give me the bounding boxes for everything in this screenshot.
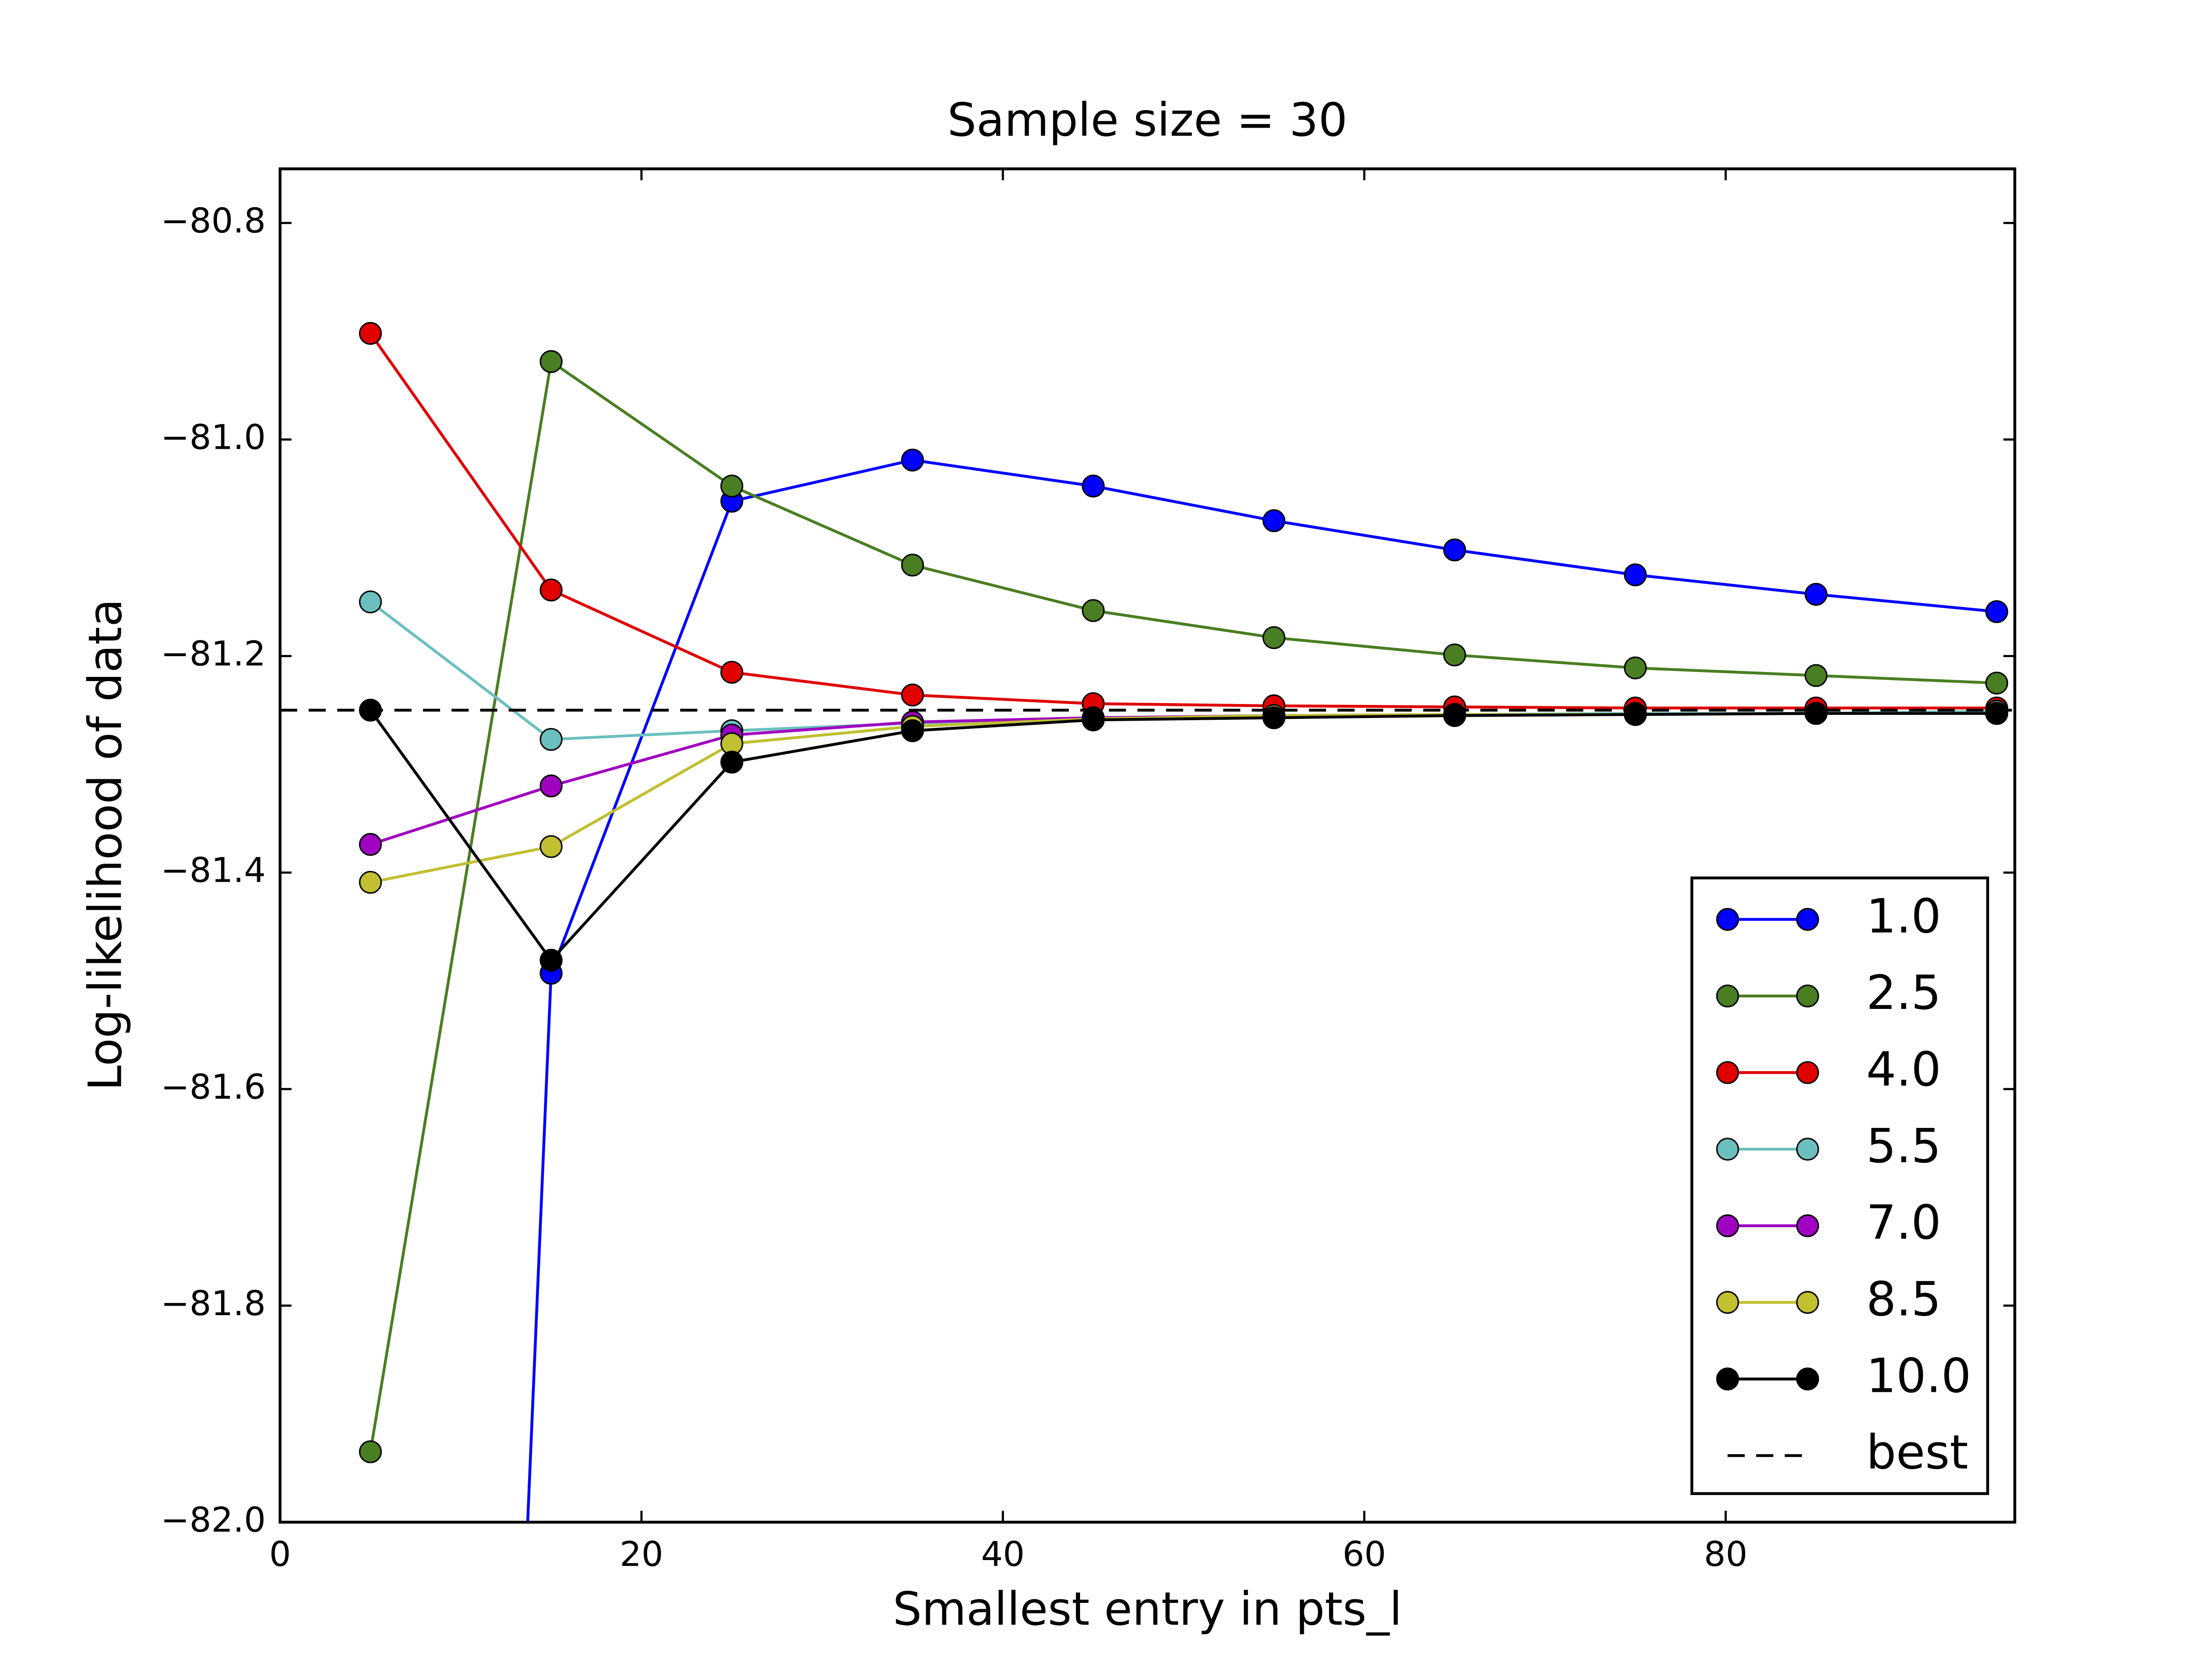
legend-label: 10.0 (1866, 1348, 1971, 1403)
legend-marker (1796, 1367, 1819, 1390)
data-point (1081, 708, 1105, 732)
data-point (1262, 509, 1286, 532)
data-point (1443, 538, 1466, 562)
data-point (720, 750, 744, 774)
data-point (1443, 704, 1466, 727)
legend-label: best (1866, 1425, 1968, 1480)
data-point (1985, 600, 2009, 623)
legend-marker (1796, 908, 1819, 931)
legend-marker (1796, 1291, 1819, 1314)
data-point (539, 774, 563, 797)
data-point (359, 322, 382, 345)
x-tick-label: 20 (620, 1534, 663, 1574)
data-point (1623, 656, 1647, 680)
data-point (359, 590, 382, 613)
data-point (1081, 599, 1105, 622)
legend-marker (1796, 1214, 1819, 1238)
y-tick-label: −81.0 (161, 417, 266, 457)
x-tick-label: 60 (1343, 1534, 1386, 1574)
y-tick-label: −81.2 (161, 634, 266, 674)
data-point (720, 474, 744, 498)
chart-title: Sample size = 30 (947, 93, 1347, 147)
legend-label: 5.5 (1866, 1119, 1941, 1174)
data-point (1985, 672, 2009, 695)
y-tick-label: −80.8 (161, 200, 266, 240)
x-tick-label: 0 (269, 1534, 291, 1574)
data-point (1804, 583, 1828, 606)
legend-label: 7.0 (1866, 1195, 1941, 1250)
legend-marker (1796, 984, 1819, 1008)
data-point (1081, 474, 1105, 498)
series-line (369, 709, 1997, 963)
data-point (1985, 702, 2009, 725)
legend-marker (1716, 1137, 1739, 1161)
y-tick-label: −81.8 (161, 1283, 266, 1323)
data-point (720, 661, 744, 684)
data-point (1804, 702, 1828, 725)
data-point (539, 948, 563, 972)
data-point (539, 835, 563, 858)
plot-area (280, 322, 2015, 1523)
legend-marker (1716, 1214, 1739, 1238)
series-line (526, 458, 1997, 1523)
legend-marker (1716, 1291, 1739, 1314)
series-line (369, 359, 1997, 1452)
data-point (539, 578, 563, 602)
legend-marker (1796, 1137, 1819, 1161)
series-line (369, 332, 1997, 709)
data-point (901, 683, 924, 707)
data-point (901, 448, 924, 472)
legend-marker (1716, 1367, 1739, 1390)
data-point (359, 833, 382, 856)
x-tick-label: 80 (1704, 1534, 1748, 1574)
y-tick-label: −82.0 (161, 1500, 266, 1540)
data-point (901, 719, 924, 742)
data-point (1623, 703, 1647, 726)
legend-box (1690, 876, 1989, 1495)
data-point (1262, 626, 1286, 649)
legend-label: 8.5 (1866, 1271, 1941, 1326)
legend-label: 1.0 (1866, 888, 1941, 944)
legend-marker (1716, 1061, 1739, 1084)
data-point (539, 728, 563, 751)
data-point (1443, 643, 1466, 667)
data-point (1262, 706, 1286, 729)
axes-frame (278, 167, 2016, 1524)
data-point (901, 553, 924, 577)
legend-marker (1716, 908, 1739, 931)
y-tick-label: −81.4 (161, 850, 266, 890)
x-axis-label: Smallest entry in pts_l (893, 1582, 1402, 1635)
x-tick-label: 40 (981, 1534, 1025, 1574)
data-point (359, 870, 382, 894)
legend-label: 4.0 (1866, 1042, 1941, 1097)
y-axis-label: Log-likelihood of data (79, 599, 132, 1091)
legend-marker (1796, 1061, 1819, 1084)
data-point (539, 350, 563, 373)
data-point (1623, 563, 1647, 586)
legend-marker (1716, 984, 1739, 1008)
data-point (1804, 664, 1828, 687)
y-tick-label: −81.6 (161, 1067, 266, 1107)
data-point (359, 1440, 382, 1464)
legend-label: 2.5 (1866, 965, 1941, 1020)
